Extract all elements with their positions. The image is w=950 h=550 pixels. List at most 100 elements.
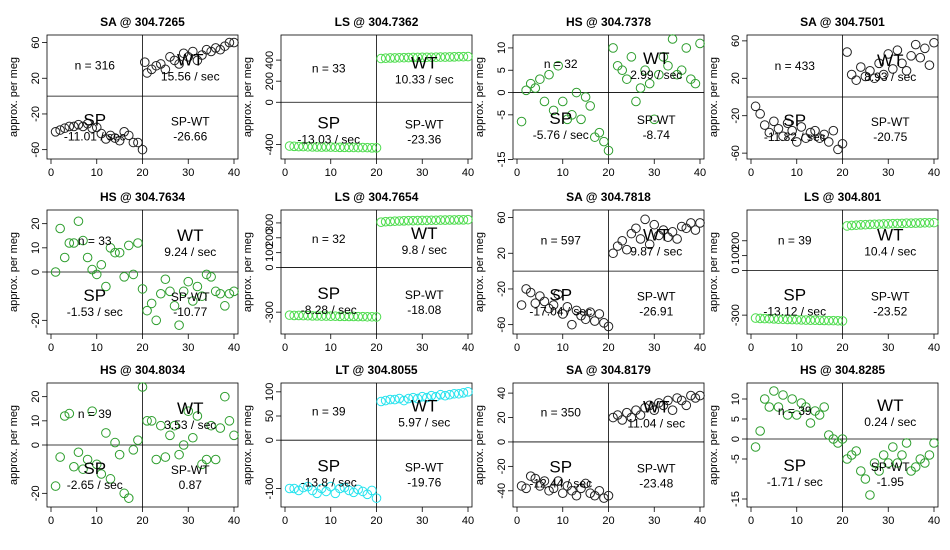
panel-title: SA @ 304.8179 — [566, 363, 651, 377]
sp-wt-label: SP-WT — [405, 461, 444, 475]
data-point — [463, 387, 473, 397]
data-point — [915, 218, 926, 228]
data-point — [599, 493, 609, 503]
data-point — [553, 476, 563, 486]
data-point — [626, 412, 637, 423]
x-tick-label: 10 — [91, 515, 103, 527]
data-point — [293, 310, 304, 321]
data-point — [371, 493, 382, 503]
data-point — [458, 388, 469, 398]
sp-rate: -13.8 / sec — [301, 476, 357, 490]
panel-title: SA @ 304.7818 — [566, 190, 651, 204]
data-point — [215, 288, 226, 299]
x-tick-label: 0 — [748, 167, 754, 179]
data-point — [431, 215, 441, 226]
count-label: n = 433 — [775, 59, 816, 73]
data-point — [571, 87, 582, 98]
y-tick-label: -20 — [30, 485, 42, 501]
y-tick-label: 10 — [496, 42, 508, 54]
data-point — [224, 37, 235, 48]
data-point — [810, 315, 820, 325]
data-point — [676, 65, 687, 76]
data-point — [174, 59, 184, 69]
sp-wt-value: -23.36 — [407, 133, 441, 147]
y-tick-label: 10 — [30, 415, 42, 427]
data-point — [380, 53, 391, 63]
sp-wt-value: -10.77 — [173, 305, 207, 319]
data-point — [686, 390, 696, 401]
y-axis-label: approx. per meg — [708, 57, 720, 137]
data-point — [330, 488, 341, 499]
data-point — [778, 390, 788, 400]
data-point — [778, 131, 788, 142]
data-point — [769, 116, 779, 127]
data-point — [59, 252, 70, 263]
data-point — [814, 410, 825, 420]
x-tick-label: 40 — [928, 167, 940, 179]
data-point — [929, 438, 939, 448]
data-point — [535, 291, 545, 301]
data-point — [87, 406, 97, 416]
x-tick-label: 0 — [282, 167, 288, 179]
data-point — [284, 483, 295, 494]
data-point — [192, 411, 203, 421]
data-point — [344, 311, 354, 322]
x-tick-label: 40 — [462, 342, 474, 354]
data-point — [353, 142, 364, 153]
sp-wt-value: -18.08 — [407, 303, 441, 317]
sp-label: SP — [317, 114, 340, 133]
data-point — [539, 96, 550, 107]
data-point — [929, 37, 939, 48]
x-tick-label: 40 — [462, 167, 474, 179]
data-point — [906, 218, 916, 229]
y-tick-label: 0 — [730, 267, 742, 273]
data-point — [851, 75, 862, 85]
data-point — [362, 311, 373, 322]
data-point — [390, 53, 400, 63]
data-point — [860, 219, 871, 230]
y-tick-label: 20 — [496, 411, 508, 423]
data-point — [330, 142, 341, 152]
y-tick-label: -300 — [264, 301, 276, 323]
data-point — [156, 420, 166, 431]
data-point — [580, 92, 591, 102]
count-label: n = 39 — [312, 405, 346, 419]
data-point — [759, 313, 770, 324]
count-label: n = 316 — [75, 59, 116, 73]
data-point — [622, 74, 632, 84]
data-point — [206, 420, 216, 431]
sp-wt-value: -1.95 — [877, 475, 905, 489]
data-point — [412, 52, 423, 63]
data-point — [755, 313, 765, 324]
data-point — [823, 315, 834, 326]
y-tick-label: 0 — [30, 269, 42, 275]
data-point — [819, 129, 830, 140]
data-point — [69, 238, 79, 248]
wt-rate: 3.53 / sec — [164, 418, 216, 432]
data-point — [571, 490, 582, 501]
data-point — [91, 269, 102, 280]
data-point — [201, 269, 212, 280]
data-point — [353, 311, 364, 322]
data-point — [654, 398, 664, 408]
data-point — [557, 488, 568, 499]
x-tick-label: 20 — [370, 342, 382, 354]
data-point — [667, 405, 678, 416]
sp-wt-label: SP-WT — [405, 288, 444, 302]
data-point — [759, 120, 770, 130]
y-tick-label: -20 — [730, 108, 742, 124]
sp-wt-label: SP-WT — [171, 115, 210, 129]
data-point — [897, 450, 907, 460]
data-point — [681, 43, 692, 53]
data-point — [426, 390, 437, 401]
sp-label: SP — [783, 285, 806, 304]
data-point — [87, 264, 97, 275]
data-point — [371, 312, 382, 322]
data-point — [73, 216, 84, 227]
y-axis-label: approx. per meg — [242, 232, 254, 312]
sp-wt-value: -8.74 — [643, 128, 671, 142]
y-tick-label: 50 — [264, 410, 276, 422]
data-point — [759, 394, 770, 404]
data-point — [431, 52, 441, 62]
data-point — [114, 135, 125, 146]
